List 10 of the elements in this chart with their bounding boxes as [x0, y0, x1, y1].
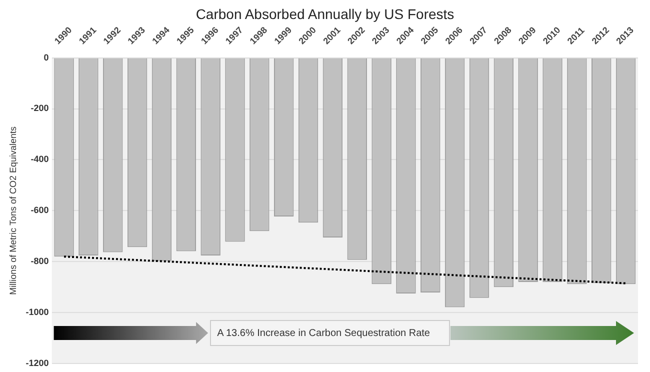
y-tick-label: -400 — [30, 154, 49, 164]
y-tick-label: -600 — [30, 205, 49, 216]
y-tick-label: -200 — [30, 103, 49, 114]
y-tick-label: -1200 — [26, 358, 49, 368]
y-axis-title: Millions of Metric Tons of CO2 Equivalents — [8, 126, 18, 295]
y-tick-label: -1000 — [26, 307, 49, 318]
chart-title: Carbon Absorbed Annually by US Forests — [194, 6, 456, 22]
y-tick-label: 0 — [44, 52, 49, 62]
annotation: A 13.6% Increase in Carbon Sequestration Rate — [210, 320, 450, 346]
y-tick-label: -800 — [30, 256, 49, 266]
